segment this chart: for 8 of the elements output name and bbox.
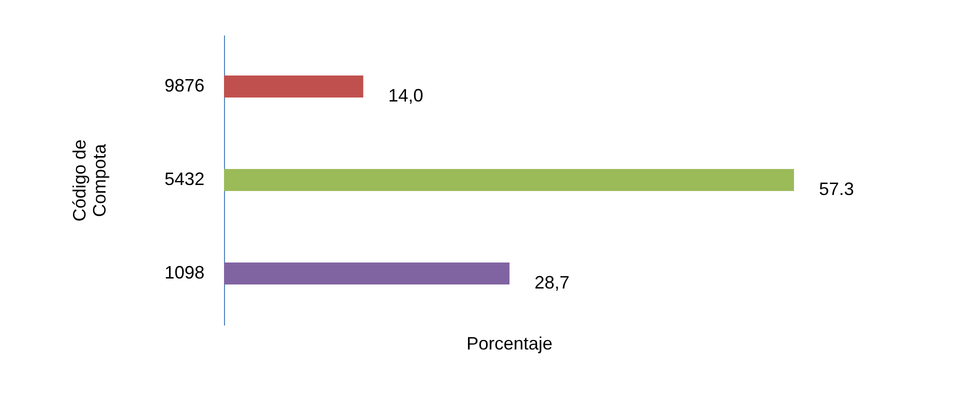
x-axis-title: Porcentaje [466,334,553,354]
data-label: 28,7 [534,272,570,293]
y-tick-label: 5432 [164,169,204,189]
y-tick-label: 9876 [164,75,204,96]
data-label: 14,0 [388,85,424,106]
y-tick-label: 1098 [164,262,204,283]
y-axis-title: Código de Compota [69,139,110,222]
data-label: 57.3 [819,179,854,199]
